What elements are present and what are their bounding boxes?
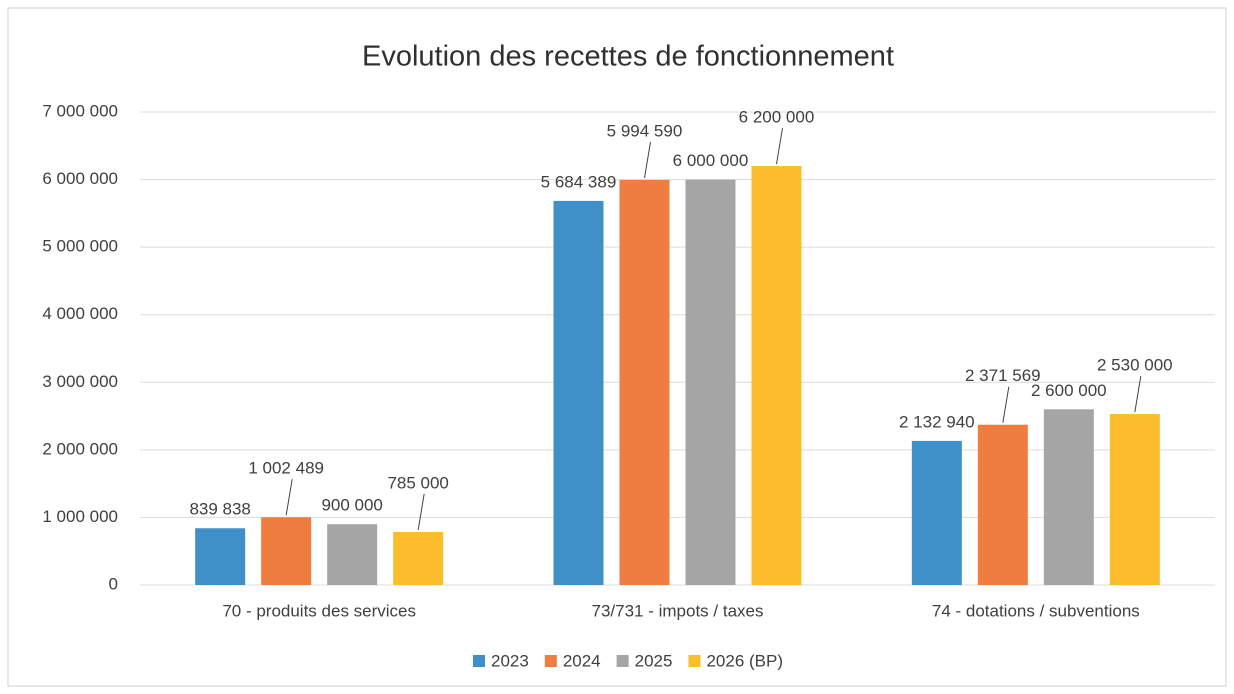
- legend-swatch: [688, 655, 701, 667]
- leader-line: [1002, 386, 1010, 423]
- bar: [977, 424, 1028, 585]
- legend-swatch: [616, 655, 629, 667]
- bar: [911, 440, 962, 585]
- data-label: 2 371 569: [965, 366, 1041, 385]
- data-label: 2 600 000: [1031, 381, 1107, 400]
- legend-label: 2026 (BP): [706, 651, 783, 670]
- bar: [261, 517, 312, 585]
- data-label: 2 530 000: [1097, 356, 1173, 375]
- leader-line: [417, 493, 425, 531]
- leader-line: [1134, 375, 1142, 413]
- y-tick-label: 6 000 000: [42, 169, 118, 188]
- data-label: 839 838: [189, 500, 250, 519]
- bar: [619, 179, 670, 585]
- data-label: 900 000: [321, 496, 382, 515]
- data-label: 6 000 000: [673, 151, 749, 170]
- data-label: 785 000: [387, 473, 448, 492]
- y-tick-label: 2 000 000: [42, 439, 118, 458]
- x-tick-label: 74 - dotations / subventions: [932, 601, 1140, 620]
- data-label: 1 002 489: [248, 459, 324, 478]
- legend-label: 2025: [635, 651, 673, 670]
- bar: [195, 528, 246, 585]
- legend-label: 2023: [491, 651, 529, 670]
- data-label: 6 200 000: [739, 108, 815, 127]
- leader-line: [644, 141, 651, 179]
- bar: [751, 166, 802, 586]
- y-tick-label: 3 000 000: [42, 372, 118, 391]
- data-label: 5 994 590: [607, 121, 683, 140]
- y-tick-label: 1 000 000: [42, 507, 118, 526]
- bar: [1109, 414, 1160, 585]
- chart-title: Evolution des recettes de fonctionnement: [362, 41, 894, 73]
- bar: [553, 200, 604, 586]
- y-tick-label: 4 000 000: [42, 304, 118, 323]
- bar: [685, 179, 736, 586]
- y-tick-label: 0: [109, 574, 118, 593]
- data-label: 2 132 940: [899, 412, 975, 431]
- legend-swatch: [544, 655, 557, 667]
- chart-frame: [7, 7, 1227, 687]
- x-tick-label: 70 - produits des services: [222, 601, 416, 620]
- legend-swatch: [472, 655, 485, 667]
- leader-line: [776, 127, 783, 165]
- y-tick-label: 5 000 000: [42, 237, 118, 256]
- leader-line: [285, 479, 293, 516]
- bar: [1043, 409, 1094, 585]
- data-label: 5 684 389: [541, 172, 617, 191]
- bar: [393, 531, 444, 585]
- bar: [327, 524, 378, 585]
- legend-label: 2024: [563, 651, 601, 670]
- x-tick-label: 73/731 - impots / taxes: [592, 601, 764, 620]
- y-tick-label: 7 000 000: [42, 101, 118, 120]
